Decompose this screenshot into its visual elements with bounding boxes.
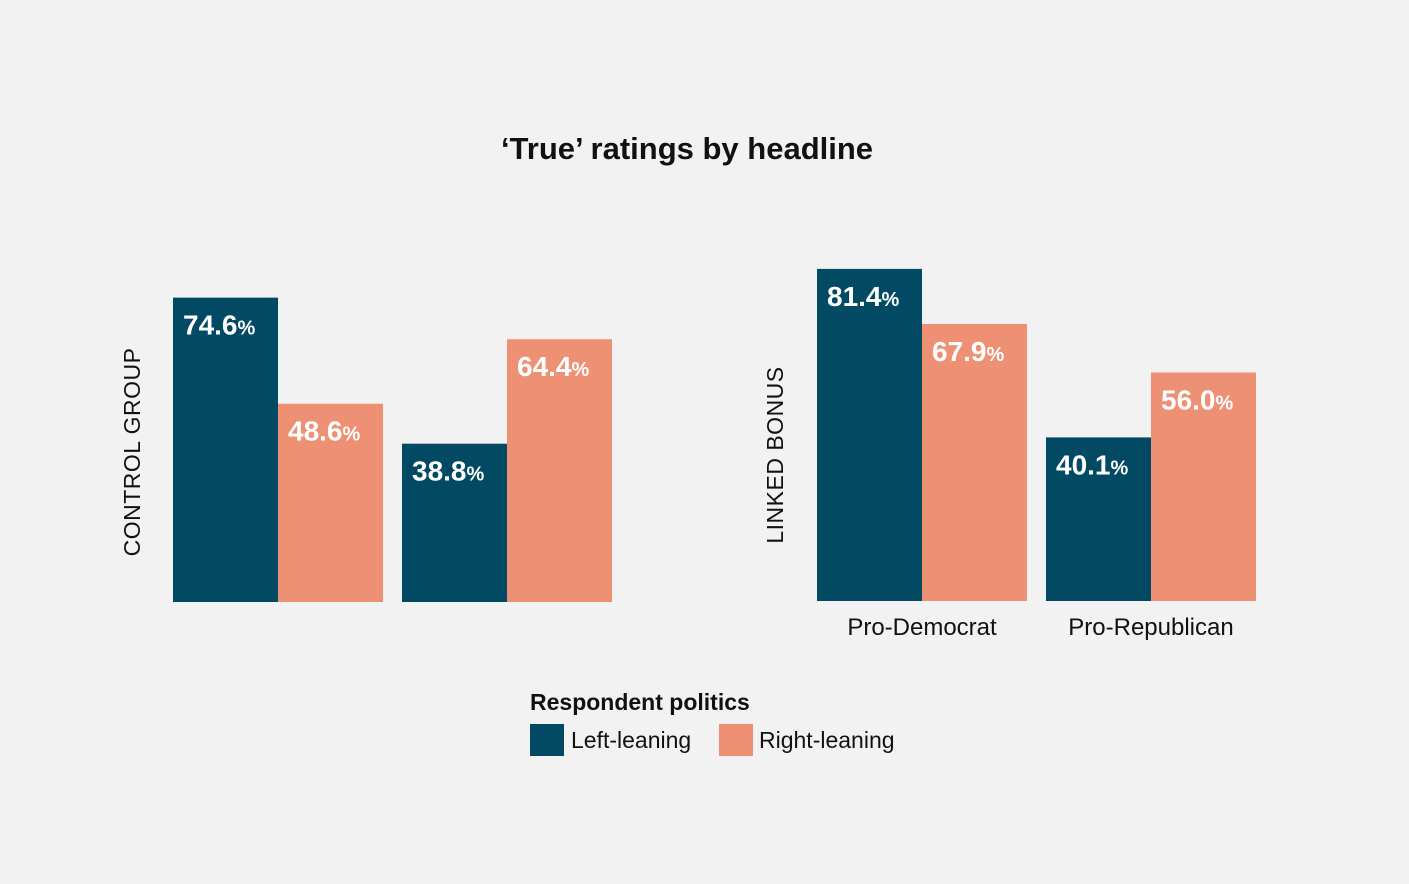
category-label-pro-republican: Pro-Republican [1068,614,1233,641]
bar-left-leaning-pro-republican [402,443,507,602]
data-label-left-leaning-pro-democrat: 74.6% [183,310,256,341]
bar-right-leaning-pro-republican [1151,372,1256,601]
legend-title: Respondent politics [530,689,750,715]
panel-label: LINKED BONUS [762,366,788,543]
data-label-left-leaning-pro-republican: 38.8% [412,456,485,487]
bar-left-leaning-pro-democrat [173,297,278,602]
legend-label-left-leaning: Left-leaning [571,727,691,753]
bar-right-leaning-pro-democrat [922,323,1027,601]
data-label-right-leaning-pro-democrat: 48.6% [288,416,361,447]
legend: Respondent politics Left-leaning Right-l… [530,689,895,756]
data-label-left-leaning-pro-republican: 40.1% [1056,449,1129,480]
chart-panels: CONTROL GROUP 74.6% 48.6% 38.8% 64.4% LINKED … [119,268,1256,641]
legend-label-right-leaning: Right-leaning [759,727,895,753]
legend-swatch-left-leaning [530,724,564,756]
panel-linked-bonus: LINKED BONUS 81.4% 67.9% Pro-Democrat 40.1% 5… [762,268,1256,641]
data-label-right-leaning-pro-republican: 64.4% [517,351,590,382]
data-label-right-leaning-pro-republican: 56.0% [1161,385,1234,416]
bar-left-leaning-pro-democrat [817,268,922,601]
panel-label: CONTROL GROUP [119,348,145,557]
data-label-left-leaning-pro-democrat: 81.4% [827,281,900,312]
bar-right-leaning-pro-republican [507,339,612,602]
category-label-pro-democrat: Pro-Democrat [847,614,997,641]
bar-left-leaning-pro-republican [1046,437,1151,601]
panel-control-group: CONTROL GROUP 74.6% 48.6% 38.8% 64.4% [119,297,612,602]
bar-right-leaning-pro-democrat [278,403,383,602]
data-label-right-leaning-pro-democrat: 67.9% [932,336,1005,367]
legend-swatch-right-leaning [719,724,753,756]
chart-title: ‘True’ ratings by headline [501,131,873,166]
